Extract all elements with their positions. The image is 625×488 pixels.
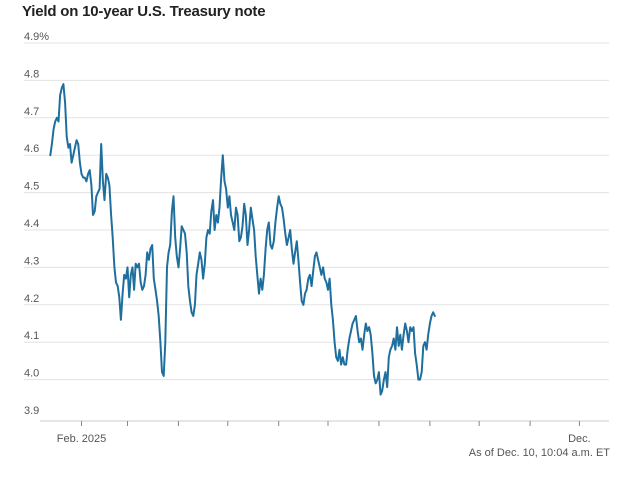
- y-tick-label: 4.0: [24, 368, 39, 380]
- chart-title: Yield on 10-year U.S. Treasury note: [22, 3, 266, 20]
- y-tick-label: 4.8: [24, 68, 39, 80]
- y-tick-label: 4.2: [24, 293, 39, 305]
- y-tick-label: 3.9: [24, 405, 39, 417]
- y-tick-label: 4.6: [24, 143, 39, 155]
- plot-area: [49, 83, 436, 396]
- y-tick-label: 4.4: [24, 218, 39, 230]
- y-axis-labels: 4.9% 4.8 4.7 4.6 4.5 4.4 4.3 4.2 4.1 4.0 3.9: [24, 31, 49, 417]
- y-tick-label: 4.1: [24, 330, 39, 342]
- y-tick-label: 4.5: [24, 181, 39, 193]
- yield-series-line: [49, 83, 436, 396]
- x-tick-label: Feb. 2025: [57, 433, 107, 445]
- x-tick-label: Dec.: [568, 433, 591, 445]
- y-tick-label: 4.9%: [24, 31, 49, 43]
- gridlines: [24, 42, 609, 381]
- y-tick-label: 4.7: [24, 106, 39, 118]
- x-axis: Feb. 2025 Dec.: [40, 420, 609, 445]
- y-tick-label: 4.3: [24, 255, 39, 267]
- timestamp-note: As of Dec. 10, 10:04 a.m. ET: [468, 447, 610, 459]
